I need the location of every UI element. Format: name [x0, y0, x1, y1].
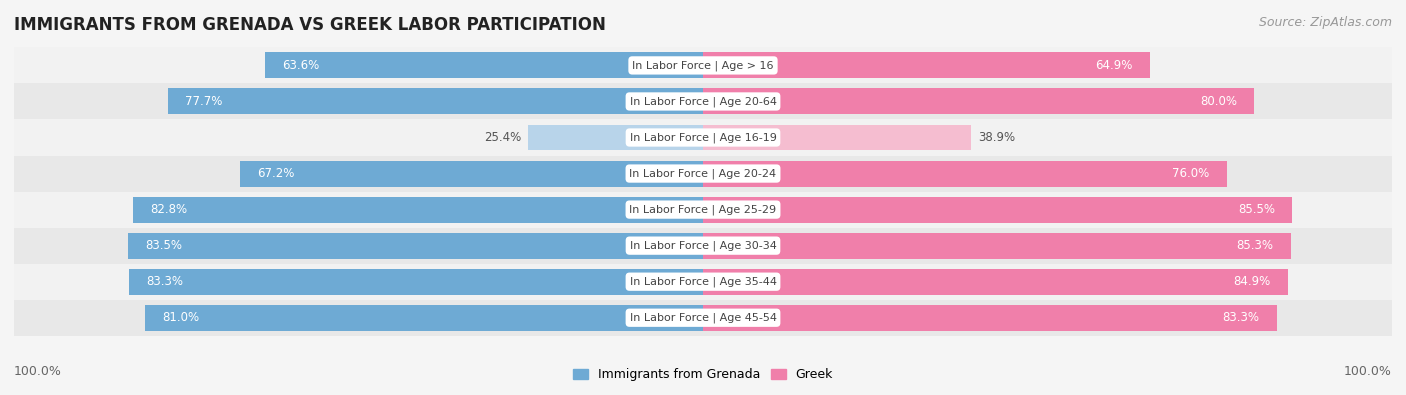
Text: In Labor Force | Age > 16: In Labor Force | Age > 16	[633, 60, 773, 71]
Bar	[167, 88, 703, 115]
Bar	[529, 124, 703, 150]
Text: Source: ZipAtlas.com: Source: ZipAtlas.com	[1258, 16, 1392, 29]
Bar	[128, 233, 703, 259]
Bar	[14, 228, 1392, 264]
Text: In Labor Force | Age 25-29: In Labor Force | Age 25-29	[630, 204, 776, 215]
Bar	[703, 53, 1150, 78]
Text: 67.2%: 67.2%	[257, 167, 295, 180]
Bar	[14, 264, 1392, 300]
Bar	[14, 192, 1392, 228]
Bar	[145, 305, 703, 331]
Text: 77.7%: 77.7%	[186, 95, 222, 108]
Bar	[703, 305, 1277, 331]
Bar	[703, 269, 1288, 295]
Bar	[14, 47, 1392, 83]
Text: In Labor Force | Age 30-34: In Labor Force | Age 30-34	[630, 241, 776, 251]
Text: 80.0%: 80.0%	[1199, 95, 1237, 108]
Text: In Labor Force | Age 16-19: In Labor Force | Age 16-19	[630, 132, 776, 143]
Text: 83.3%: 83.3%	[1223, 311, 1260, 324]
Text: In Labor Force | Age 20-24: In Labor Force | Age 20-24	[630, 168, 776, 179]
Text: 100.0%: 100.0%	[14, 365, 62, 378]
Legend: Immigrants from Grenada, Greek: Immigrants from Grenada, Greek	[569, 364, 837, 385]
Bar	[129, 269, 703, 295]
Text: 85.5%: 85.5%	[1237, 203, 1275, 216]
Bar	[703, 88, 1254, 115]
Text: In Labor Force | Age 35-44: In Labor Force | Age 35-44	[630, 276, 776, 287]
Bar	[240, 161, 703, 186]
Text: 64.9%: 64.9%	[1095, 59, 1133, 72]
Text: 63.6%: 63.6%	[283, 59, 319, 72]
Text: 38.9%: 38.9%	[979, 131, 1015, 144]
Text: 81.0%: 81.0%	[162, 311, 200, 324]
Text: 100.0%: 100.0%	[1344, 365, 1392, 378]
Text: 82.8%: 82.8%	[150, 203, 187, 216]
Text: 25.4%: 25.4%	[484, 131, 522, 144]
Bar	[132, 197, 703, 222]
Bar	[264, 53, 703, 78]
Text: 76.0%: 76.0%	[1173, 167, 1209, 180]
Text: 83.5%: 83.5%	[145, 239, 181, 252]
Bar	[14, 300, 1392, 336]
Bar	[703, 124, 972, 150]
Text: 84.9%: 84.9%	[1233, 275, 1271, 288]
Text: In Labor Force | Age 45-54: In Labor Force | Age 45-54	[630, 312, 776, 323]
Bar	[703, 161, 1226, 186]
Bar	[14, 119, 1392, 156]
Text: In Labor Force | Age 20-64: In Labor Force | Age 20-64	[630, 96, 776, 107]
Bar	[703, 233, 1291, 259]
Bar	[703, 197, 1292, 222]
Text: IMMIGRANTS FROM GRENADA VS GREEK LABOR PARTICIPATION: IMMIGRANTS FROM GRENADA VS GREEK LABOR P…	[14, 16, 606, 34]
Bar	[14, 156, 1392, 192]
Text: 83.3%: 83.3%	[146, 275, 183, 288]
Bar	[14, 83, 1392, 119]
Text: 85.3%: 85.3%	[1236, 239, 1274, 252]
